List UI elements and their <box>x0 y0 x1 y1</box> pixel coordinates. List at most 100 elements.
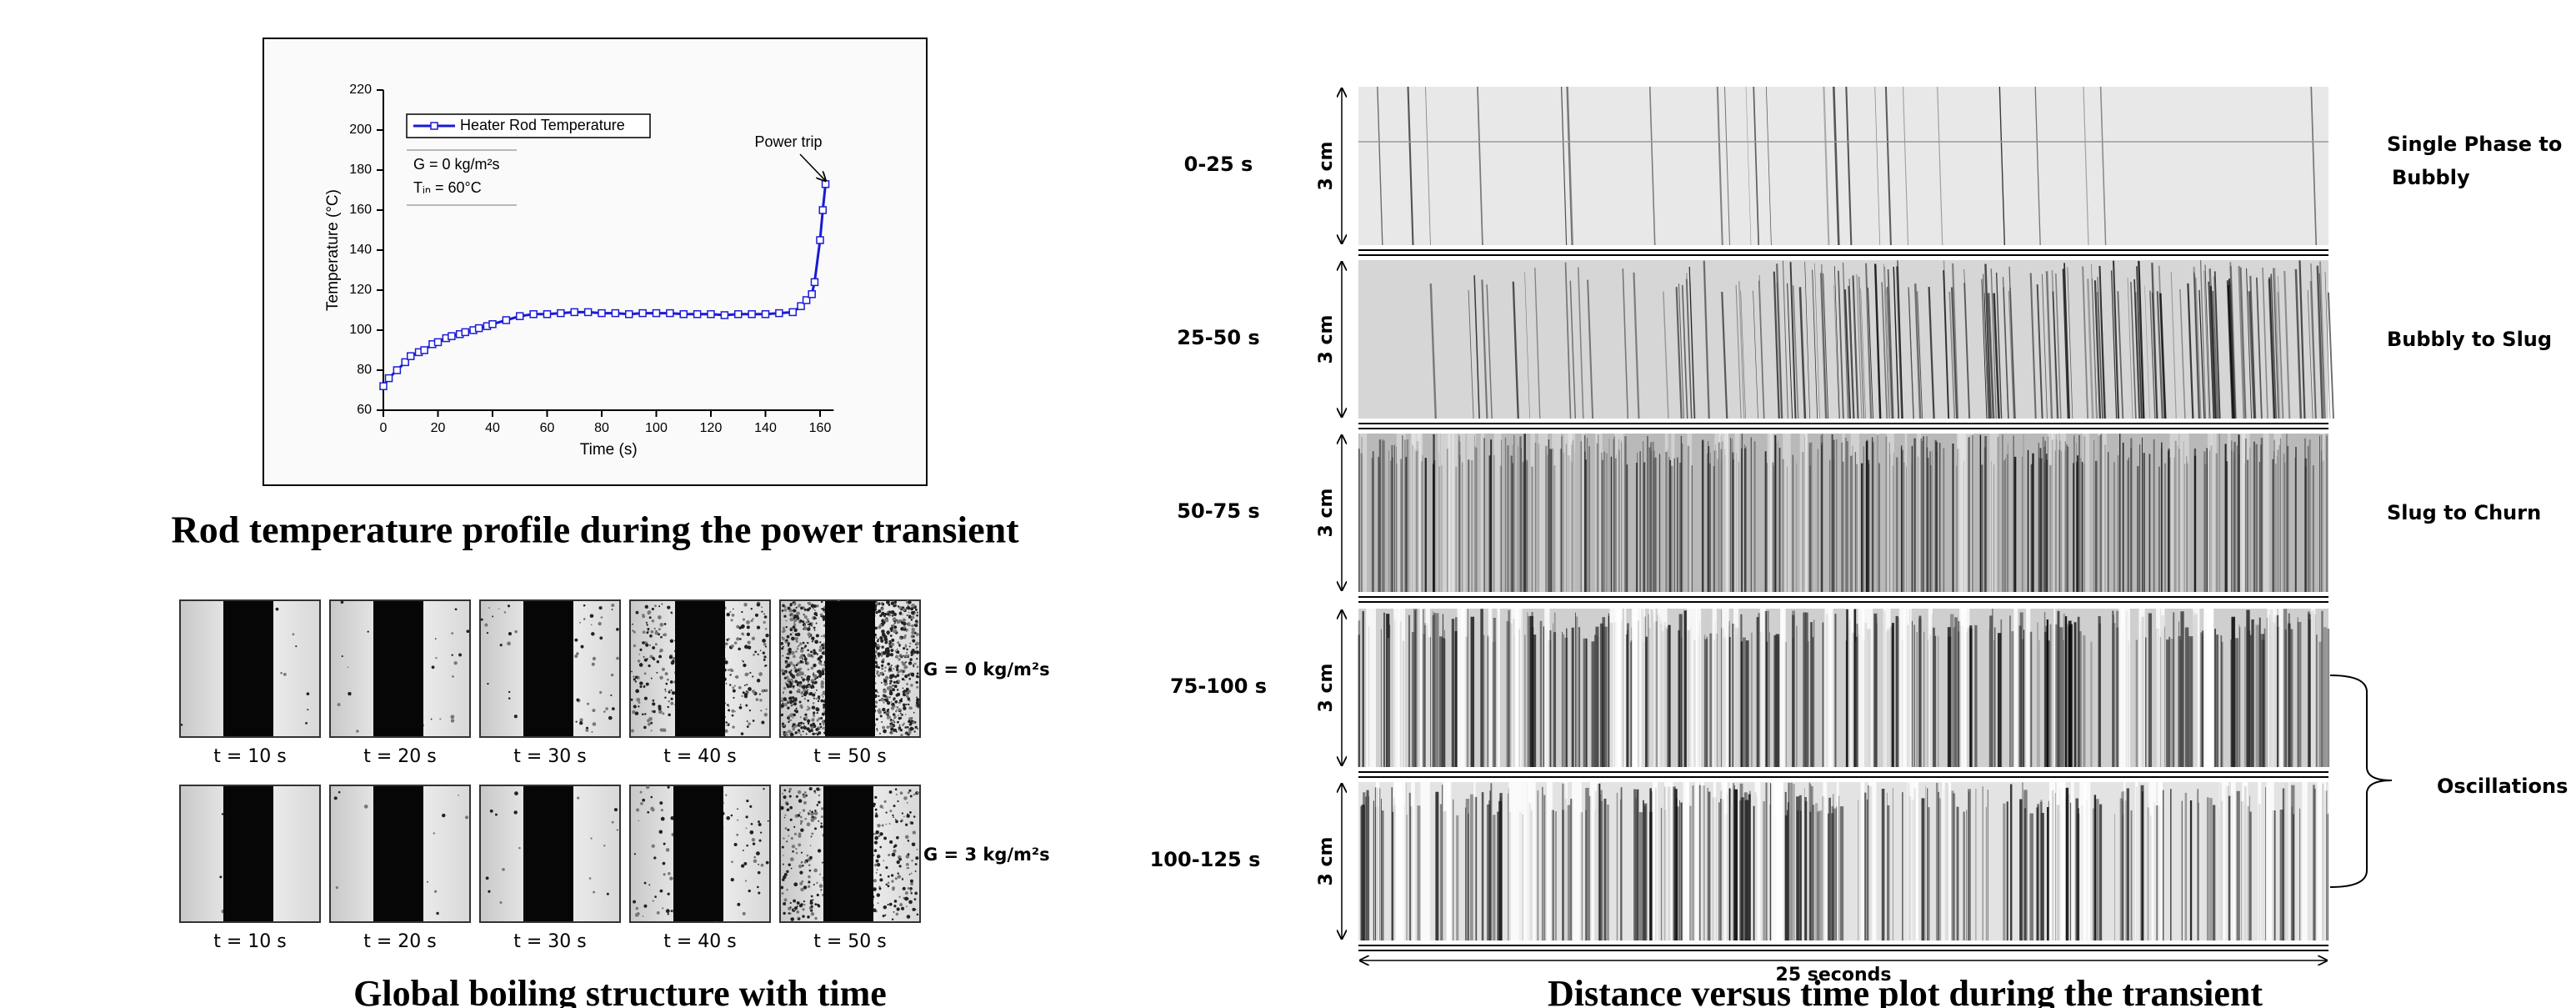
bubble <box>788 790 790 792</box>
bubble <box>659 830 663 834</box>
bubble <box>635 690 639 694</box>
bubble <box>883 679 885 680</box>
bubble <box>904 675 908 678</box>
bubble <box>803 629 804 630</box>
bubble <box>293 633 295 635</box>
bubble <box>611 604 614 607</box>
bubble <box>591 731 593 733</box>
streak-gap <box>1508 782 1515 940</box>
bubble <box>737 820 738 821</box>
bubble <box>729 669 733 672</box>
bubble <box>883 701 884 703</box>
bubble <box>783 902 786 905</box>
streak-gap <box>1755 782 1761 940</box>
bubble <box>816 690 818 691</box>
bubble <box>897 641 899 644</box>
bubble <box>798 865 802 868</box>
streak-gap <box>1664 782 1673 940</box>
bubble <box>821 695 823 696</box>
streak-gap <box>1730 782 1733 940</box>
bubble <box>451 719 454 722</box>
bubble <box>794 833 797 835</box>
bubble <box>791 679 793 680</box>
data-point <box>462 328 468 335</box>
streak-gap <box>2278 609 2283 767</box>
bubble <box>882 708 885 711</box>
streak-gap <box>1515 609 1518 767</box>
note: Tᵢₙ = 60°C <box>413 179 482 196</box>
bubble <box>796 795 798 798</box>
streak-gap <box>1514 782 1523 940</box>
bubble <box>761 864 764 867</box>
bubble <box>802 658 803 659</box>
bubble <box>879 832 883 835</box>
bubble <box>435 638 437 639</box>
streak-gap <box>2317 782 2326 940</box>
bubble <box>909 887 913 890</box>
bubble <box>643 630 646 634</box>
bubble <box>669 655 673 659</box>
bubble <box>812 705 815 709</box>
bubble <box>658 615 662 619</box>
bubble <box>903 688 904 690</box>
bubble <box>757 625 760 629</box>
bubble <box>763 655 766 658</box>
bubble <box>651 678 653 680</box>
streak-gap <box>1714 434 1721 592</box>
bubble <box>818 718 820 720</box>
bubble <box>804 656 806 658</box>
bubble <box>889 696 892 699</box>
bubble <box>768 820 769 822</box>
bubble <box>669 876 673 880</box>
data-point <box>808 291 815 298</box>
caption: Distance versus time plot during the tra… <box>1548 973 2263 1008</box>
bubble <box>781 647 783 649</box>
bubble <box>913 635 915 638</box>
bubble <box>738 686 742 690</box>
streak-gap <box>1443 782 1451 940</box>
bubble <box>295 645 297 647</box>
bubble <box>804 818 807 820</box>
bubble <box>819 641 821 643</box>
bubble <box>808 708 810 710</box>
bubble <box>882 603 884 605</box>
bubble <box>890 649 893 652</box>
bubble <box>782 637 785 640</box>
bubble <box>886 884 888 885</box>
bubble <box>814 827 817 830</box>
bubble <box>893 721 895 723</box>
bubble <box>744 685 746 686</box>
bubble <box>280 672 283 675</box>
streak-gap <box>1398 609 1405 767</box>
bubble <box>759 699 762 701</box>
bubble <box>787 808 790 811</box>
streak-gap <box>1467 434 1476 592</box>
bubble <box>890 719 892 720</box>
bubble <box>886 824 888 825</box>
bubble <box>795 731 798 734</box>
bubble <box>760 649 762 651</box>
bubble <box>789 806 793 810</box>
bubble <box>786 803 788 805</box>
bubble <box>648 664 650 667</box>
bubble <box>886 630 889 634</box>
bubble <box>781 699 784 702</box>
bubble <box>890 680 893 683</box>
bubble <box>811 811 813 814</box>
bubble <box>734 843 738 846</box>
bubble <box>646 632 648 634</box>
bubble <box>897 620 901 624</box>
bubble <box>758 820 760 823</box>
streak-gap <box>2156 609 2160 767</box>
regime-label: Single Phase to <box>2387 133 2562 156</box>
bubble <box>804 658 808 661</box>
bubble <box>817 653 818 654</box>
bubble <box>892 627 893 629</box>
bubble <box>599 691 602 694</box>
bubble <box>662 907 663 909</box>
bubble <box>879 614 882 617</box>
streak-gap <box>1916 782 1918 940</box>
streak-gap <box>2242 782 2248 940</box>
y-tick-label: 120 <box>349 283 372 297</box>
bubble <box>914 892 918 895</box>
